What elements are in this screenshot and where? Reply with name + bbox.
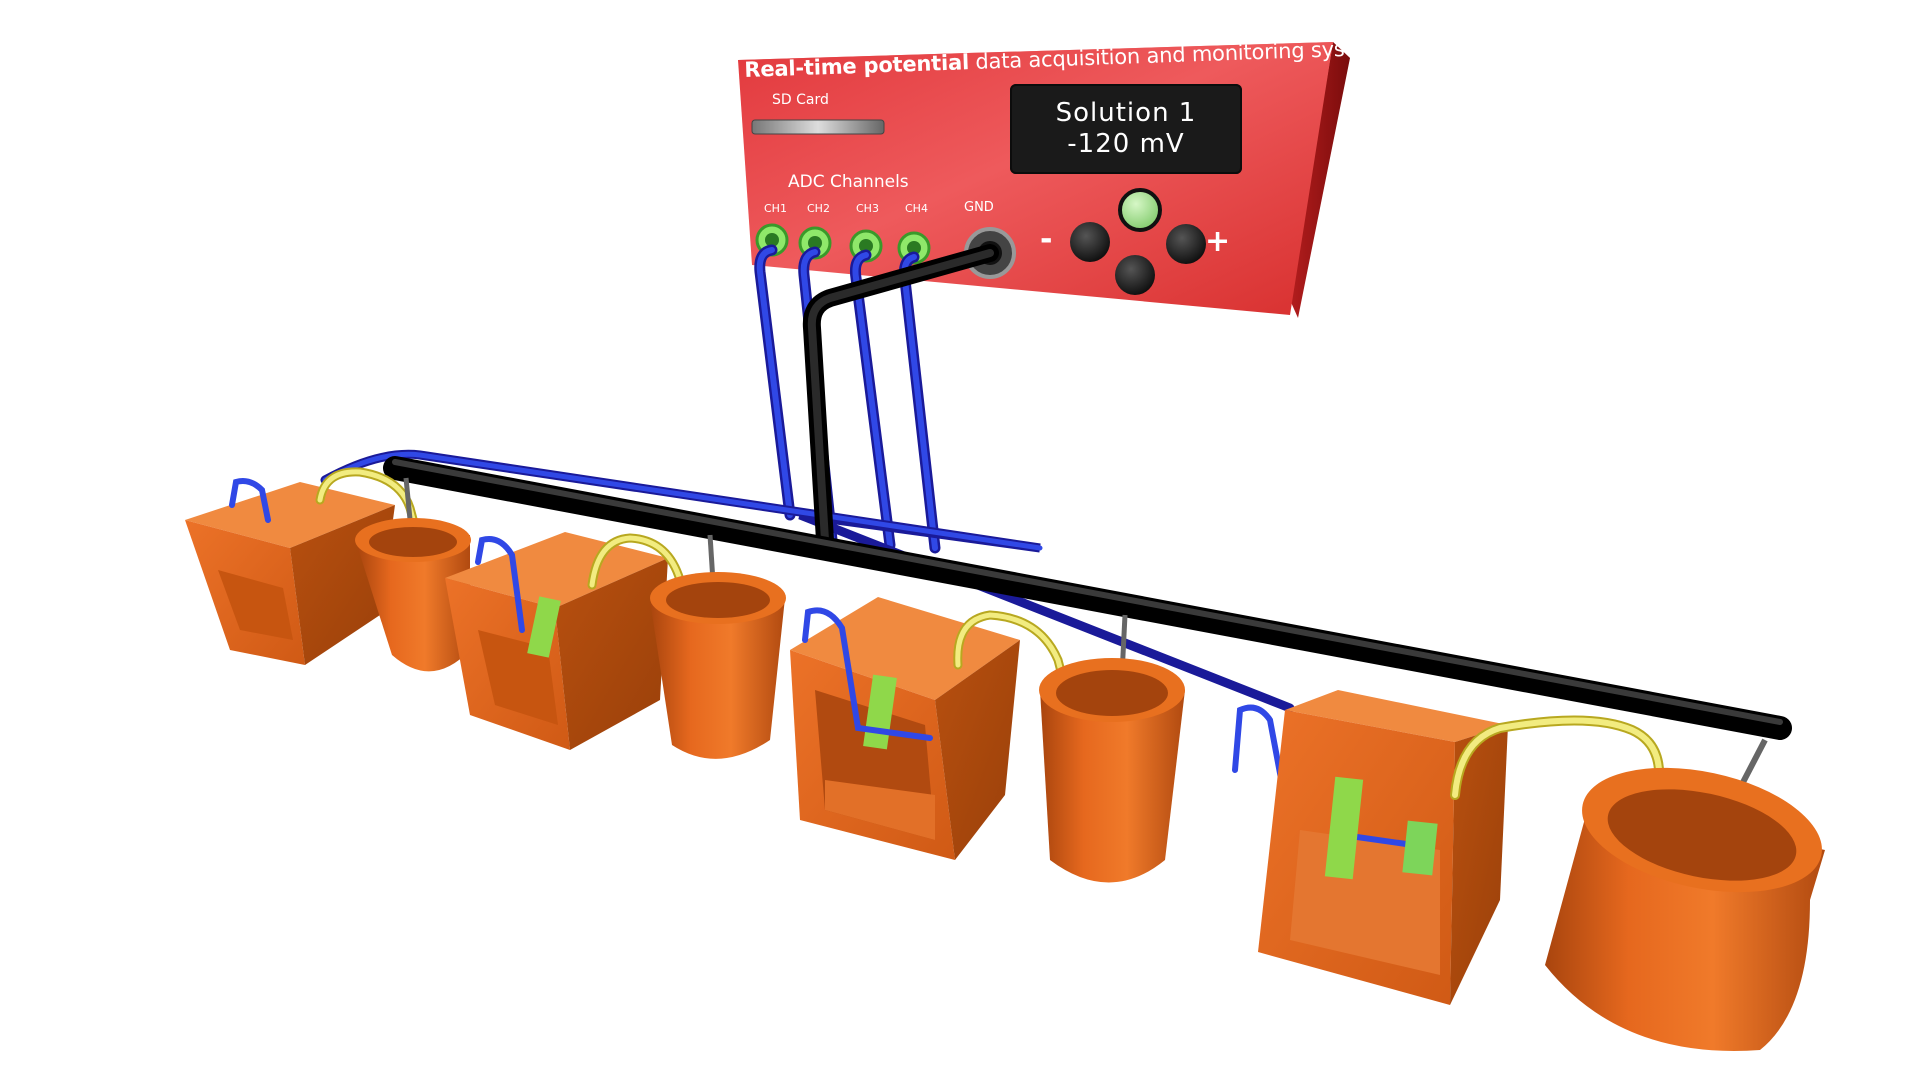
device-panel: Real-time potential data acquisition and…	[738, 36, 1386, 320]
cell-2-blue-lead	[475, 536, 525, 633]
cell-4-box	[1258, 690, 1508, 1005]
sd-card-slot[interactable]	[751, 119, 885, 135]
cell-4-blue-lead	[1232, 704, 1288, 803]
cell-1-blue-lead	[229, 478, 271, 523]
cell-4-electrode-right	[1402, 820, 1438, 876]
ch1-label: CH1	[764, 202, 787, 215]
gnd-wire	[802, 244, 999, 549]
cell-2	[445, 532, 786, 759]
gnd-bus-bar	[383, 456, 1792, 740]
minus-sign: -	[1040, 222, 1053, 257]
device-title-rest: data acquisition and monitoring system	[968, 35, 1386, 75]
cell-4	[1232, 690, 1825, 1051]
device-title-bold: Real-time potential	[744, 50, 970, 82]
cell-1-box	[185, 482, 395, 665]
device-side-face	[1290, 42, 1350, 318]
cell-3	[790, 597, 1185, 883]
ch4-label: CH4	[905, 202, 928, 215]
cell-4-electrode-left	[1324, 776, 1364, 880]
lcd-display: Solution 1 -120 mV	[1010, 84, 1242, 174]
cell-3-box	[790, 597, 1020, 860]
cell-1	[185, 467, 471, 672]
plus-sign: +	[1205, 224, 1231, 259]
sd-card-label: SD Card	[772, 92, 829, 108]
cell-3-blue-lead	[802, 607, 933, 741]
ch2-label: CH2	[807, 202, 830, 215]
gnd-label: GND	[964, 200, 994, 215]
ch3-label: CH3	[856, 202, 879, 215]
cell-4-cup	[1545, 767, 1825, 1051]
lcd-line-1: Solution 1	[1055, 98, 1197, 128]
plus-button[interactable]	[1166, 224, 1206, 264]
down-button[interactable]	[1115, 255, 1155, 295]
adc-channels-label: ADC Channels	[788, 172, 909, 192]
lcd-line-2: -120 mV	[1067, 129, 1185, 159]
cell-2-electrode	[527, 596, 561, 658]
cell-2-box	[445, 532, 668, 750]
minus-button[interactable]	[1070, 222, 1110, 262]
cell-2-cup	[650, 572, 786, 759]
up-button[interactable]	[1118, 188, 1162, 232]
cell-1-cup	[355, 518, 471, 672]
device-title: Real-time potential data acquisition and…	[744, 36, 1386, 82]
cell-3-cup	[1039, 658, 1185, 883]
